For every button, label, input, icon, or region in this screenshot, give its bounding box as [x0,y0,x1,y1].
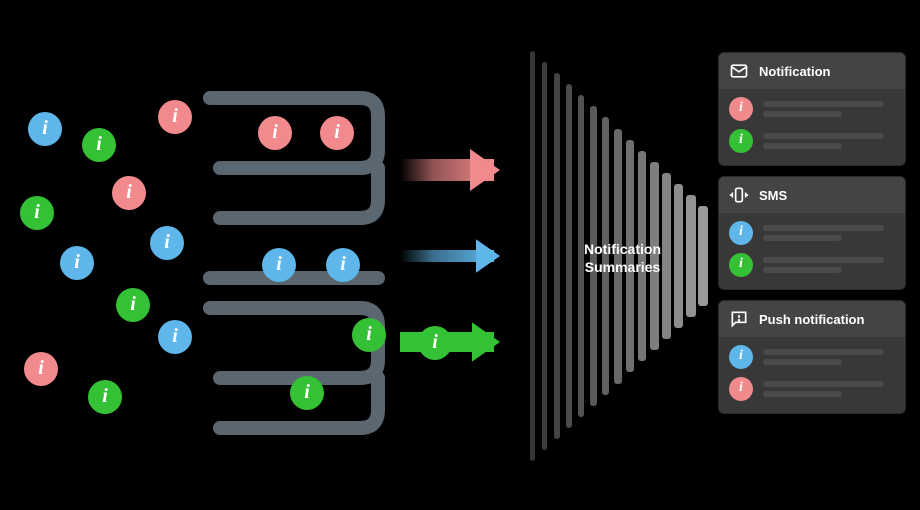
scatter-dot: i [20,196,54,230]
arrow [400,239,500,273]
card-header: Notification [719,53,905,89]
scatter-dot: i [82,128,116,162]
card-title: Push notification [759,312,864,327]
funnel-label: Notification Summaries [584,240,661,276]
scatter-dot: i [112,176,146,210]
placeholder-lines [763,133,895,149]
info-icon: i [729,345,753,369]
accordion-bar [698,206,708,306]
info-glyph: i [164,232,170,252]
info-glyph: i [276,254,282,274]
info-glyph: i [304,382,310,402]
pipe-dot: i [258,116,292,150]
card-row: i [729,221,895,245]
accordion-bar [686,195,696,317]
info-glyph: i [334,122,340,142]
card-row: i [729,97,895,121]
pipe-dot: i [320,116,354,150]
mail-icon [729,61,749,81]
info-glyph: i [366,324,372,344]
placeholder-lines [763,257,895,273]
placeholder-lines [763,349,895,365]
card-title: Notification [759,64,831,79]
pipe-dot: i [352,318,386,352]
accordion-bar [566,84,572,428]
info-glyph: i [432,332,438,352]
info-glyph: i [38,358,44,378]
info-glyph: i [102,386,108,406]
info-glyph: i [172,326,178,346]
scatter-dot: i [24,352,58,386]
info-icon: i [729,97,753,121]
accordion-bar [554,73,560,439]
card-body: ii [719,89,905,165]
info-glyph: i [172,106,178,126]
card-row: i [729,253,895,277]
scatter-dot: i [116,288,150,322]
scatter-dot: i [88,380,122,414]
pipe-dot: i [262,248,296,282]
accordion-bar [542,62,547,450]
vibrate-icon [729,185,749,205]
notification-card: SMS ii [718,176,906,290]
pipe-dot: i [290,376,324,410]
pipe-path [210,308,378,378]
info-icon: i [729,377,753,401]
scatter-dot: i [28,112,62,146]
placeholder-lines [763,101,895,117]
info-glyph: i [96,134,102,154]
card-row: i [729,345,895,369]
pipe-path [220,168,378,218]
info-glyph: i [74,252,80,272]
scatter-dot: i [150,226,184,260]
placeholder-lines [763,381,895,397]
card-body: ii [719,213,905,289]
chat-icon [729,309,749,329]
info-glyph: i [272,122,278,142]
info-glyph: i [42,118,48,138]
info-glyph: i [340,254,346,274]
info-glyph: i [130,294,136,314]
accordion-bar [662,173,671,339]
info-icon: i [729,253,753,277]
info-glyph: i [34,202,40,222]
scatter-dot: i [60,246,94,280]
notification-card: Push notification ii [718,300,906,414]
card-row: i [729,129,895,153]
card-title: SMS [759,188,787,203]
info-icon: i [729,221,753,245]
arrow-group [400,149,500,362]
accordion-bar [674,184,683,328]
notification-cards: NotificationiiSMSiiPush notificationii [718,52,906,414]
arrow [400,149,500,191]
card-row: i [729,377,895,401]
diagram-canvas: Notification Summaries iiiiiiiiiiiiiiiii… [0,0,920,510]
info-icon: i [729,129,753,153]
info-glyph: i [126,182,132,202]
scatter-dot: i [158,320,192,354]
card-body: ii [719,337,905,413]
pipe-dot: i [326,248,360,282]
arrow-dot: i [418,326,452,360]
notification-card: Notification ii [718,52,906,166]
placeholder-lines [763,225,895,241]
scatter-dot: i [158,100,192,134]
card-header: Push notification [719,301,905,337]
card-header: SMS [719,177,905,213]
accordion-bar [530,51,535,461]
